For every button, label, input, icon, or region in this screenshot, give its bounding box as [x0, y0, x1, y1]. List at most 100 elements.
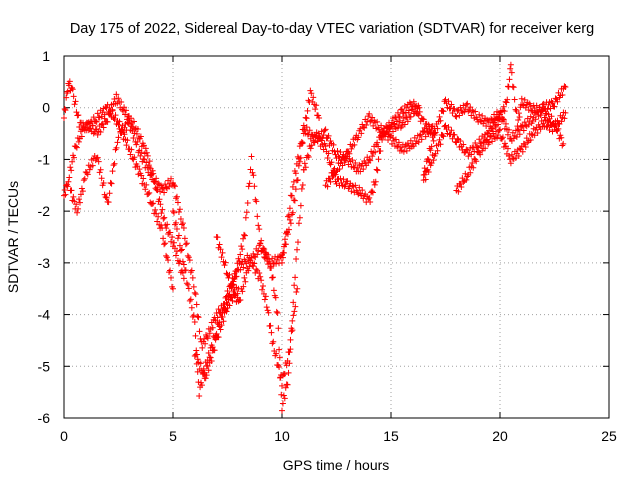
data-point	[261, 296, 268, 303]
data-point	[475, 148, 482, 155]
data-point	[258, 277, 265, 284]
data-point	[539, 107, 546, 114]
data-point	[229, 297, 236, 304]
data-point	[237, 296, 244, 303]
data-point	[145, 169, 152, 176]
data-point	[73, 144, 80, 151]
data-point	[169, 234, 176, 241]
data-point	[348, 188, 355, 195]
data-point	[226, 271, 233, 278]
data-point	[307, 145, 314, 152]
data-point	[176, 242, 183, 249]
data-point	[246, 263, 253, 270]
data-point	[204, 363, 211, 370]
data-point	[156, 196, 163, 203]
data-point	[149, 200, 156, 207]
data-point	[476, 136, 483, 143]
data-point	[504, 131, 511, 138]
data-point	[289, 317, 296, 324]
data-point	[437, 141, 444, 148]
data-point	[257, 240, 264, 247]
data-point	[246, 180, 253, 187]
data-point	[270, 260, 277, 267]
data-point	[293, 160, 300, 167]
data-point	[121, 104, 128, 111]
data-point	[76, 199, 83, 206]
data-point	[140, 142, 147, 149]
data-point	[325, 150, 332, 157]
data-point	[106, 111, 113, 118]
data-point	[239, 246, 246, 253]
data-point	[180, 261, 187, 268]
data-point	[507, 160, 514, 167]
data-point	[369, 189, 376, 196]
data-point	[204, 335, 211, 342]
data-point	[460, 102, 467, 109]
series-track-3	[67, 117, 242, 351]
data-point	[375, 143, 382, 150]
data-point	[292, 303, 299, 310]
data-point	[118, 99, 125, 106]
data-point	[134, 138, 141, 145]
data-point	[518, 123, 525, 130]
data-point	[109, 168, 116, 175]
data-point	[269, 274, 276, 281]
data-point	[199, 344, 206, 351]
data-point	[82, 124, 89, 131]
data-point	[289, 183, 296, 190]
data-point	[560, 140, 567, 147]
data-point	[367, 118, 374, 125]
data-point	[120, 108, 127, 115]
data-point	[298, 185, 305, 192]
y-tick-label: -6	[38, 410, 51, 426]
axis-ticks	[63, 55, 610, 419]
data-point	[137, 133, 144, 140]
data-point	[245, 267, 252, 274]
data-point	[397, 106, 404, 113]
data-point	[98, 175, 105, 182]
data-point	[280, 249, 287, 256]
data-point	[162, 181, 169, 188]
data-point	[164, 254, 171, 261]
data-point	[506, 76, 513, 83]
data-point	[63, 182, 70, 189]
data-point	[149, 167, 156, 174]
data-point	[126, 117, 133, 124]
data-point	[208, 358, 215, 365]
data-point	[301, 160, 308, 167]
data-point	[431, 132, 438, 139]
data-point	[420, 116, 427, 123]
data-point	[84, 171, 91, 178]
data-point	[192, 332, 199, 339]
data-point	[206, 330, 213, 337]
data-point	[109, 106, 116, 113]
data-point	[527, 113, 534, 120]
data-point	[104, 118, 111, 125]
data-point	[449, 109, 456, 116]
data-point	[202, 375, 209, 382]
data-point	[515, 110, 522, 117]
data-point	[288, 325, 295, 332]
y-tick-label: -3	[38, 255, 51, 271]
data-point	[237, 251, 244, 258]
data-point	[434, 125, 441, 132]
data-point	[174, 199, 181, 206]
data-point	[537, 112, 544, 119]
data-point	[229, 281, 236, 288]
data-point	[526, 100, 533, 107]
data-point	[313, 102, 320, 109]
data-point	[391, 124, 398, 131]
data-point	[445, 124, 452, 131]
data-point	[287, 346, 294, 353]
data-point	[293, 255, 300, 262]
data-point	[175, 232, 182, 239]
data-point	[558, 134, 565, 141]
data-point	[295, 155, 302, 162]
data-point	[182, 241, 189, 248]
data-point	[415, 139, 422, 146]
data-point	[440, 133, 447, 140]
data-point	[279, 400, 286, 407]
data-point	[505, 152, 512, 159]
data-point	[421, 171, 428, 178]
data-point	[93, 118, 100, 125]
